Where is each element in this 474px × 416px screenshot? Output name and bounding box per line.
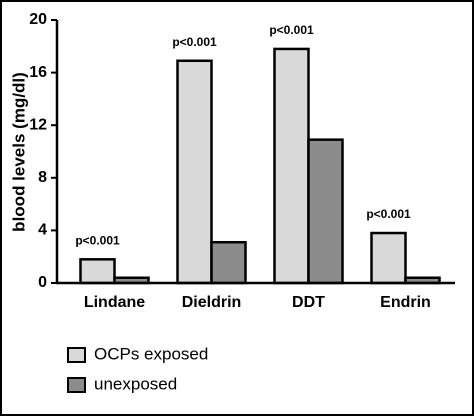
y-tick-label: 12 xyxy=(29,116,47,133)
annotation: p<0.001 xyxy=(172,35,217,49)
annotation: p<0.001 xyxy=(366,207,411,221)
bar xyxy=(79,258,116,285)
x-tick-label: Endrin xyxy=(380,294,431,311)
x-tick-label: Dieldrin xyxy=(182,294,242,311)
bar xyxy=(210,240,247,285)
legend-swatch xyxy=(67,347,86,363)
bar xyxy=(273,47,310,285)
bar xyxy=(370,231,407,285)
x-tick-label: Lindane xyxy=(84,294,145,311)
y-tick-label: 16 xyxy=(29,64,47,81)
bar xyxy=(307,138,344,285)
y-tick-label: 20 xyxy=(29,11,47,28)
y-tick-label: 4 xyxy=(38,222,47,239)
legend-label: OCPs exposed xyxy=(94,344,208,363)
annotation: p<0.001 xyxy=(75,234,120,248)
bar xyxy=(176,59,213,285)
x-tick-label: DDT xyxy=(292,294,325,311)
y-axis-label: blood levels (mg/dl) xyxy=(9,72,28,232)
legend-label: unexposed xyxy=(94,374,177,393)
y-tick-label: 0 xyxy=(38,274,47,291)
annotation: p<0.001 xyxy=(269,23,314,37)
y-tick-label: 8 xyxy=(38,169,47,186)
legend-swatch xyxy=(67,377,86,393)
